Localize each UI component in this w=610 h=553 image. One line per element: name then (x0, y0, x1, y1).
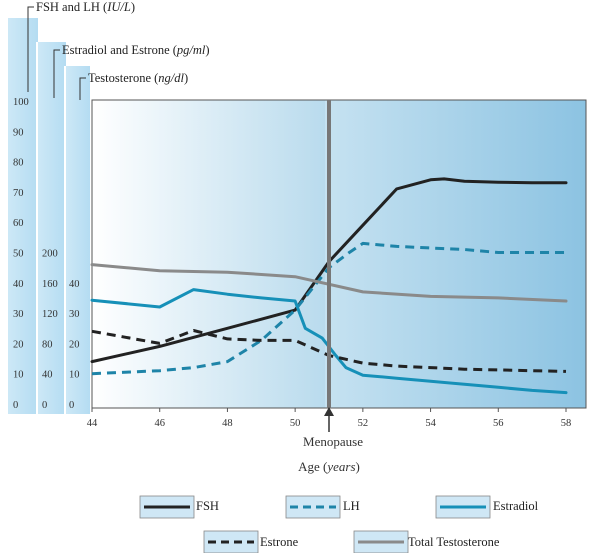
menopause-label: Menopause (303, 434, 363, 449)
legend-swatch-box (203, 530, 259, 553)
x-tick-label: 48 (222, 418, 233, 429)
series-line-estrone (91, 329, 567, 373)
y-tick-label: 40 (42, 370, 53, 381)
premenopause-region (92, 100, 325, 408)
menopause-arrow-head (324, 407, 334, 416)
y-tick-label: 10 (69, 370, 80, 381)
y-tick-label: 0 (42, 400, 47, 411)
legend: FSH LH Estradiol Estrone Total Testosterone (139, 495, 539, 553)
y-tick-label: 160 (42, 279, 58, 290)
y-tick-label: 120 (42, 309, 58, 320)
legend-label: FSH (196, 499, 219, 513)
legend-swatch-box (285, 495, 341, 519)
y-tick-label: 200 (42, 249, 58, 260)
y-tick-label: 40 (69, 279, 80, 290)
y-tick-label: 30 (69, 309, 80, 320)
y-tick-label: 30 (13, 309, 24, 320)
axis-title-leader (27, 6, 34, 92)
x-tick-label: 44 (87, 418, 98, 429)
legend-label: Total Testosterone (408, 535, 500, 549)
y-tick-label: 20 (13, 339, 24, 350)
y-tick-label: 10 (13, 370, 24, 381)
legend-label: LH (343, 499, 360, 513)
y-tick-label: 80 (42, 339, 53, 350)
menopause-marker: Menopause (303, 100, 363, 449)
axis-title-0: FSH and LH (IU/L) (36, 0, 135, 14)
y-tick-label: 0 (13, 400, 18, 411)
x-tick-label: 46 (154, 418, 165, 429)
y-tick-label: 50 (13, 249, 24, 260)
y-tick-label: 20 (69, 339, 80, 350)
y-tick-label: 0 (69, 400, 74, 411)
axis-bar-fsh-lh (8, 18, 38, 414)
y-tick-label: 60 (13, 218, 24, 229)
y-tick-label: 100 (13, 97, 29, 108)
axis-title-leader (79, 77, 86, 100)
axis-title-leader (53, 49, 60, 98)
axis-bar-estradiol (38, 42, 66, 414)
axis-bar-testosterone (66, 66, 90, 414)
y-tick-label: 40 (13, 279, 24, 290)
plot-frame (91, 99, 587, 409)
legend-label: Estrone (260, 535, 299, 549)
x-axis-label: Age (years) (298, 459, 360, 474)
series-line-estradiol (90, 288, 568, 395)
x-tick-labels: 44 46 48 50 52 54 56 58 (87, 408, 572, 429)
y-tick-labels: 0 10 20 30 40 50 60 70 80 90 100 0 40 80 120 160 200 0 10 2… (13, 97, 80, 411)
y-tick-label: 80 (13, 158, 24, 169)
x-tick-label: 56 (493, 418, 504, 429)
x-tick-label: 58 (561, 418, 572, 429)
series-line-fsh (90, 177, 568, 364)
axis-title-1: Estradiol and Estrone (pg/ml) (62, 43, 210, 57)
x-tick-label: 54 (425, 418, 436, 429)
y-tick-label: 70 (13, 188, 24, 199)
axis-titles: FSH and LH (IU/L) Estradiol and Estrone (… (27, 0, 210, 100)
axis-title-2: Testosterone (ng/dl) (88, 71, 188, 85)
legend-label: Estradiol (493, 499, 539, 513)
y-tick-label: 90 (13, 127, 24, 138)
series-line-lh (91, 241, 566, 376)
x-tick-label: 52 (358, 418, 369, 429)
x-tick-label: 50 (290, 418, 301, 429)
